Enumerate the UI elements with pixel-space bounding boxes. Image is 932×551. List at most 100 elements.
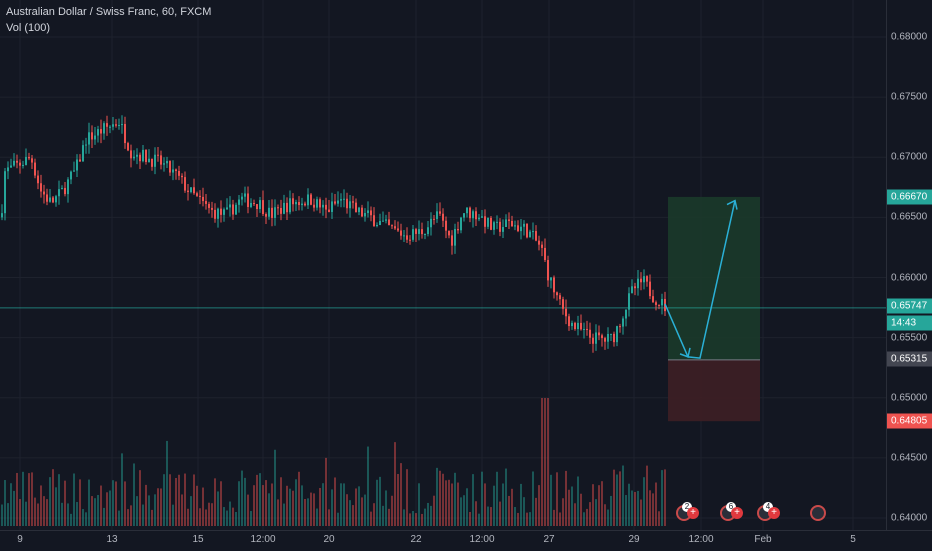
candle-body bbox=[67, 179, 69, 195]
candle-body bbox=[199, 195, 201, 197]
volume-bar bbox=[181, 494, 183, 526]
candle-body bbox=[319, 199, 321, 208]
volume-bar bbox=[628, 483, 630, 526]
volume-bar bbox=[619, 471, 621, 526]
candle-body bbox=[97, 129, 99, 136]
volume-bar bbox=[499, 501, 501, 526]
candle-body bbox=[325, 204, 327, 210]
volume-bar bbox=[328, 509, 330, 526]
candle-body bbox=[64, 187, 66, 195]
candle-body bbox=[532, 231, 534, 233]
economic-event-icon[interactable] bbox=[810, 505, 826, 521]
volume-bar bbox=[28, 473, 30, 526]
volume-bar bbox=[256, 474, 258, 526]
candle-body bbox=[205, 201, 207, 204]
volume-bar bbox=[22, 471, 24, 526]
candle-body bbox=[103, 123, 105, 134]
event-plus-icon[interactable]: + bbox=[731, 507, 743, 519]
candle-body bbox=[448, 230, 450, 236]
chart-pane[interactable]: Australian Dollar / Swiss Franc, 60, FXC… bbox=[0, 0, 886, 530]
candle-body bbox=[31, 158, 33, 163]
volume-bar bbox=[484, 483, 486, 526]
candle-body bbox=[403, 235, 405, 237]
price-scale[interactable]: 0.68000 0.67500 0.67000 0.66500 0.66000 0.655… bbox=[886, 0, 932, 530]
volume-bar bbox=[292, 490, 294, 526]
volume-bar bbox=[25, 501, 27, 526]
candle-body bbox=[283, 202, 285, 214]
candle-body bbox=[310, 194, 312, 205]
candle-body bbox=[439, 211, 441, 214]
volume-bar bbox=[385, 490, 387, 526]
volume-bar bbox=[661, 470, 663, 526]
volume-bar bbox=[520, 483, 522, 526]
volume-bar bbox=[271, 483, 273, 526]
volume-bar bbox=[88, 479, 90, 526]
volume-bar bbox=[580, 493, 582, 526]
price-tick-label: 0.66500 bbox=[891, 211, 928, 223]
candle-body bbox=[145, 149, 147, 163]
volume-bar bbox=[610, 495, 612, 526]
volume-bar bbox=[55, 487, 57, 526]
volume-bar bbox=[85, 512, 87, 526]
candle-body bbox=[496, 221, 498, 223]
candle-body bbox=[460, 217, 462, 231]
projection-arrowhead-down bbox=[679, 347, 691, 358]
volume-bar bbox=[415, 513, 417, 526]
candle-body bbox=[109, 126, 111, 128]
time-tick-label: 12:00 bbox=[688, 534, 714, 545]
volume-bar bbox=[604, 504, 606, 526]
volume-bar bbox=[325, 457, 327, 526]
candle-body bbox=[601, 335, 603, 339]
candle-body bbox=[472, 211, 474, 219]
candle-body bbox=[19, 162, 21, 166]
volume-bar bbox=[247, 494, 249, 526]
price-tick-label: 0.68000 bbox=[891, 31, 928, 43]
volume-bar bbox=[373, 503, 375, 526]
volume-bar bbox=[517, 512, 519, 526]
candle-body bbox=[184, 177, 186, 191]
volume-bar bbox=[427, 502, 429, 526]
volume-bar bbox=[355, 488, 357, 526]
projection-arrowhead-up bbox=[726, 199, 738, 210]
candle-body bbox=[457, 228, 459, 231]
volume-bar bbox=[466, 488, 468, 526]
candle-body bbox=[268, 207, 270, 217]
volume-bar bbox=[475, 501, 477, 526]
time-scale[interactable]: 9 13 15 12:00 20 22 12:00 27 29 12:00 Feb 5 bbox=[0, 530, 932, 551]
volume-bar bbox=[241, 470, 243, 526]
candle-body bbox=[244, 193, 246, 197]
event-plus-icon[interactable]: + bbox=[687, 507, 699, 519]
volume-bar bbox=[43, 496, 45, 526]
candle-body bbox=[280, 208, 282, 214]
candle-body bbox=[478, 217, 480, 220]
event-plus-icon[interactable]: + bbox=[768, 507, 780, 519]
candle-body bbox=[517, 225, 519, 232]
candle-body bbox=[661, 298, 663, 306]
candle-body bbox=[637, 278, 639, 289]
volume-bar bbox=[379, 476, 381, 526]
candle-body bbox=[169, 161, 171, 173]
candle-body bbox=[328, 209, 330, 212]
volume-bar bbox=[139, 470, 141, 526]
candle-body bbox=[73, 170, 75, 172]
candle-body bbox=[172, 169, 174, 173]
volume-bar bbox=[1, 504, 3, 526]
volume-bar bbox=[190, 496, 192, 526]
volume-bar bbox=[202, 487, 204, 526]
volume-bar bbox=[169, 474, 171, 526]
candle-body bbox=[337, 200, 339, 204]
candle-body bbox=[433, 218, 435, 220]
volume-bar bbox=[550, 474, 552, 526]
volume-bar bbox=[565, 470, 567, 526]
volume-bar bbox=[199, 508, 201, 526]
candle-body bbox=[112, 124, 114, 127]
price-chart[interactable] bbox=[0, 0, 886, 530]
candle-body bbox=[229, 204, 231, 208]
candle-body bbox=[469, 207, 471, 219]
candle-body bbox=[352, 201, 354, 203]
volume-bar bbox=[598, 485, 600, 526]
candle-body bbox=[250, 202, 252, 208]
volume-bar bbox=[244, 477, 246, 526]
candle-body bbox=[316, 199, 318, 208]
candle-body bbox=[100, 129, 102, 134]
